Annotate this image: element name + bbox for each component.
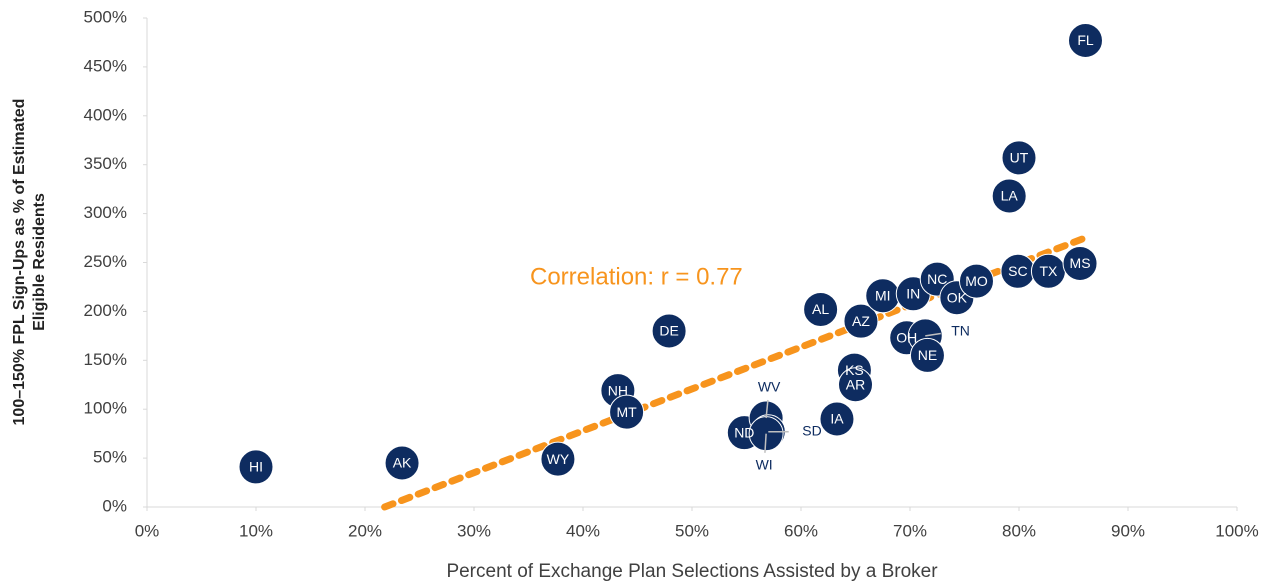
x-tick-label: 30% [457,521,491,540]
x-tick-label: 100% [1215,521,1258,540]
point [238,449,274,485]
y-tick-label: 200% [84,301,127,320]
point-label: AL [812,301,829,317]
point-label: AZ [852,313,870,329]
y-axis-label-line: Eligible Residents [31,193,48,331]
x-tick-label: 10% [239,521,273,540]
point-label: IA [830,411,844,427]
point-label: MT [616,404,637,420]
point [819,401,855,437]
point [609,394,645,430]
point-label: TN [951,323,970,339]
point-label: SD [802,422,821,438]
point-label: DE [659,323,678,339]
point [540,441,576,477]
point-label: NE [918,347,937,363]
y-tick-label: 400% [84,105,127,124]
y-tick-label: 50% [93,448,127,467]
point-label: FL [1077,32,1094,48]
point-label: TX [1039,263,1058,279]
point-label: HI [249,459,263,475]
point [991,178,1027,214]
point-label: NH [608,382,628,398]
point [838,367,873,403]
y-tick-label: 100% [84,399,127,418]
x-tick-label: 70% [893,521,927,540]
y-tick-label: 250% [84,252,127,271]
y-tick-label: 450% [84,56,127,75]
point-label: OK [947,289,968,305]
point [384,445,420,481]
point-label: AK [393,455,412,471]
y-axis-label-line: 100–150% FPL Sign-Ups as % of Estimated [11,99,28,426]
leader-line [765,399,769,419]
x-tick-label: 60% [784,521,818,540]
point [1001,140,1037,176]
point-label: OH [896,330,917,346]
y-tick-label: 350% [84,154,127,173]
point [843,303,879,339]
point-label: MS [1070,255,1091,271]
point [1062,245,1098,281]
x-tick-label: 80% [1002,521,1036,540]
x-tick-label: 90% [1111,521,1145,540]
point-label: WY [547,451,570,467]
y-tick-label: 0% [102,496,127,515]
x-tick-label: 0% [135,521,160,540]
point [651,313,687,349]
y-tick-label: 500% [84,7,127,26]
point-label: UT [1010,150,1029,166]
x-tick-label: 50% [675,521,709,540]
point-label: ND [734,424,754,440]
point-label: WI [756,456,773,472]
point-label: SC [1008,263,1027,279]
point [803,291,839,327]
point [1067,22,1103,58]
leader-line [764,433,767,453]
y-tick-label: 150% [84,350,127,369]
annotation: Correlation: r = 0.77 [530,263,743,290]
leader-line [925,332,941,337]
point-label: KS [845,362,864,378]
x-axis-label: Percent of Exchange Plan Selections Assi… [446,561,938,582]
point-label: NC [927,271,947,287]
point-label: WV [758,379,781,395]
y-tick-label: 300% [84,203,127,222]
point [909,337,945,373]
point-label: IN [906,285,920,301]
point-label: LA [1001,188,1019,204]
point-label: MO [965,273,988,289]
x-tick-label: 40% [566,521,600,540]
point-label: MI [875,287,891,303]
x-tick-label: 20% [348,521,382,540]
point [958,263,994,299]
y-axis-label: 100–150% FPL Sign-Ups as % of Estimated … [11,99,48,426]
point-label: AR [846,376,865,392]
